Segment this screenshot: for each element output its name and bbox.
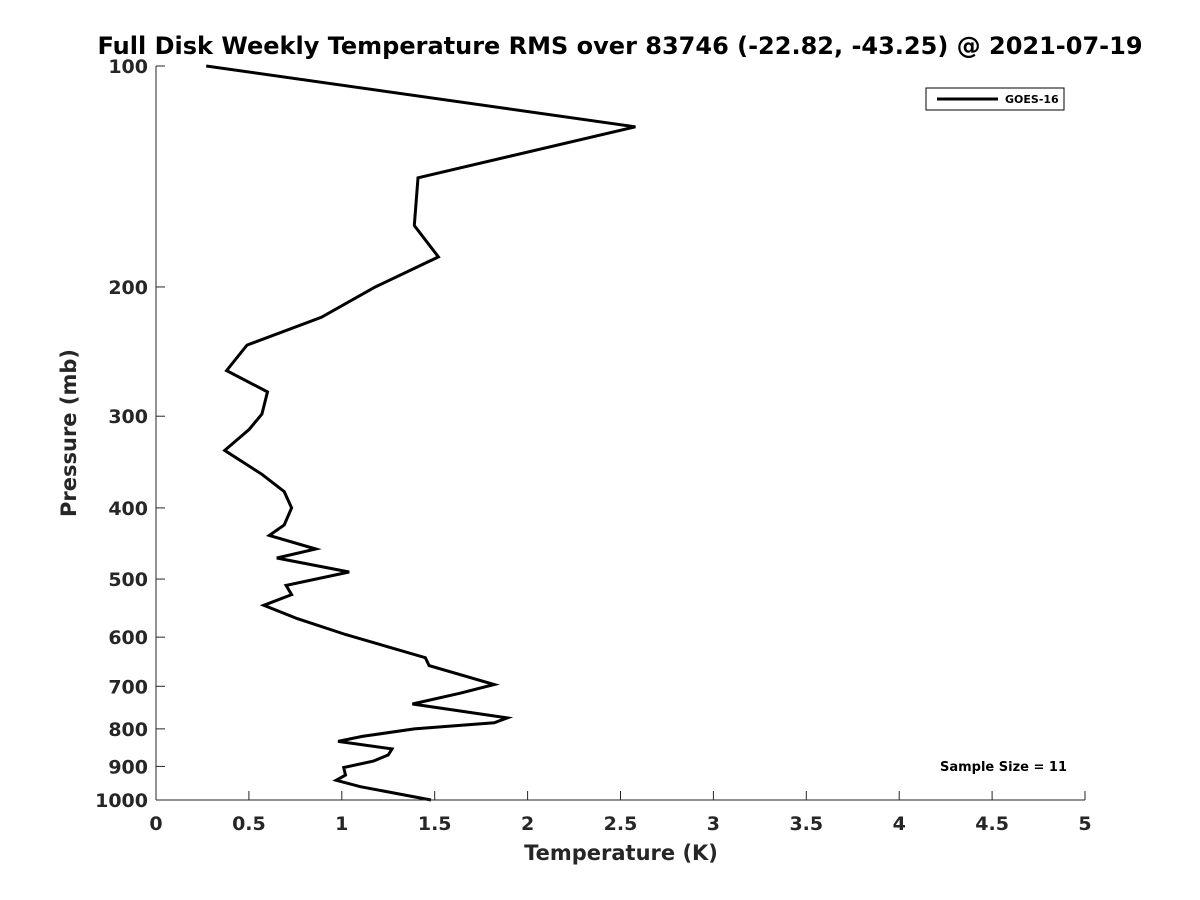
x-tick-label: 4.5 — [975, 813, 1009, 835]
y-tick-label: 200 — [108, 277, 148, 299]
y-axis-title: Pressure (mb) — [57, 349, 81, 517]
series-layer — [205, 64, 636, 802]
x-axis-title: Temperature (K) — [524, 841, 718, 865]
x-tick-label: 2.5 — [604, 813, 638, 835]
y-tick-label: 400 — [108, 498, 148, 520]
x-tick-label: 1.5 — [418, 813, 452, 835]
plot-area — [156, 66, 1085, 800]
legend-label-goes-16: GOES-16 — [1005, 93, 1059, 106]
x-tick-label: 3.5 — [789, 813, 823, 835]
legend: GOES-16 — [925, 87, 1065, 111]
sample-size-annotation: Sample Size = 11 — [940, 760, 1067, 775]
y-tick-label: 600 — [108, 627, 148, 649]
chart-title: Full Disk Weekly Temperature RMS over 83… — [97, 32, 1142, 60]
x-tick-label: 0.5 — [232, 813, 266, 835]
y-tick-label: 900 — [108, 756, 148, 778]
y-tick-label: 1000 — [95, 790, 148, 812]
x-tick-label: 1 — [335, 813, 348, 835]
x-tick-label: 2 — [521, 813, 534, 835]
y-tick-label: 700 — [108, 676, 148, 698]
x-tick-label: 0 — [149, 813, 162, 835]
y-tick-label: 800 — [108, 719, 148, 741]
x-tick-label: 3 — [707, 813, 720, 835]
y-tick-label: 500 — [108, 569, 148, 591]
y-tick-label: 300 — [108, 406, 148, 428]
y-tick-label: 100 — [108, 56, 148, 78]
x-tick-label: 4 — [893, 813, 906, 835]
y-axis: 100 200 300 400 500 600 700 800 900 1000 — [95, 56, 165, 812]
x-axis: 0 0.5 1 1.5 2 2.5 3 3.5 4 4.5 5 — [149, 791, 1092, 835]
series-line-goes-16 — [205, 64, 636, 802]
x-tick-label: 5 — [1078, 813, 1091, 835]
